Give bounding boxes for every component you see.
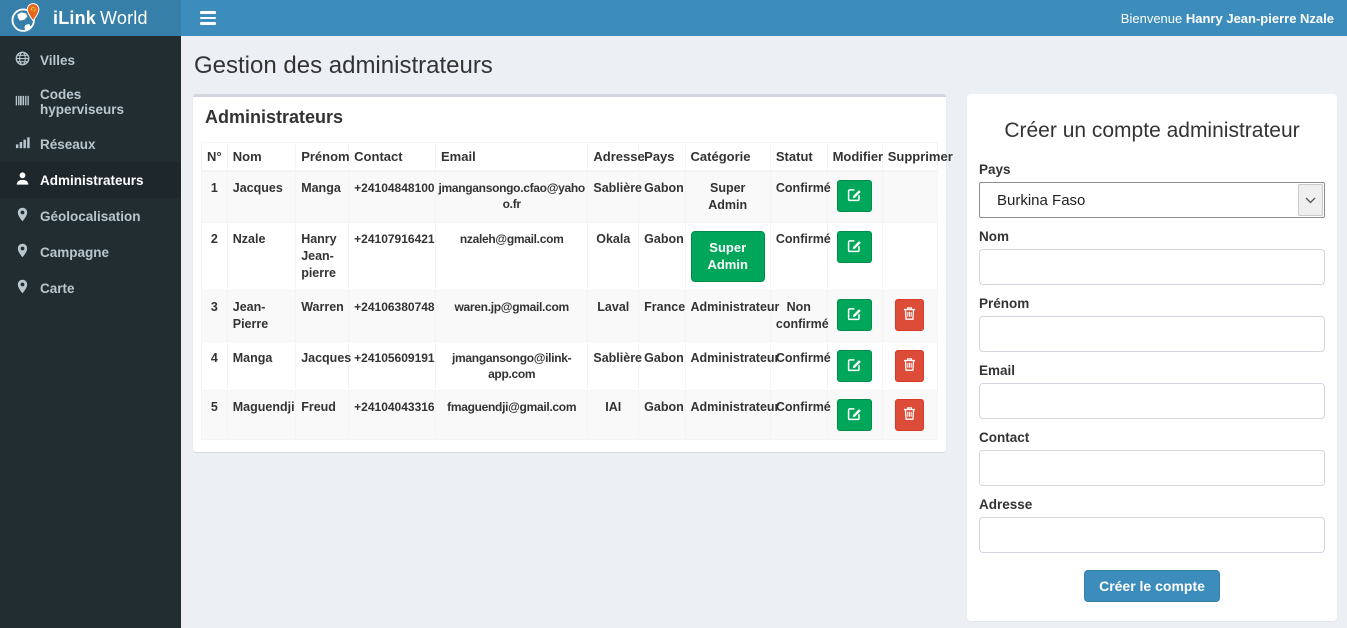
create-account-button[interactable]: Créer le compte (1084, 570, 1220, 602)
table-row: 4 Manga Jacques +24105609191 jmangansong… (201, 340, 939, 391)
col-header-supprimer: Supprimer (881, 142, 953, 172)
nom-field[interactable] (979, 249, 1325, 285)
delete-button[interactable] (895, 398, 925, 431)
contact-label: Contact (979, 430, 1030, 445)
pays-select[interactable]: Burkina Faso (979, 182, 1325, 218)
map-marker-icon (15, 279, 30, 297)
app-logo[interactable]: iLink World (0, 0, 181, 36)
welcome-label: Bienvenue (1120, 10, 1183, 26)
col-header-email: Email (435, 142, 589, 172)
user-icon (15, 171, 30, 189)
globe-icon (15, 51, 30, 69)
administrators-table: N° Nom Prénom Contact Email Adresse Pays… (201, 142, 953, 440)
create-admin-form: Créer un compte administrateur Pays Burk… (967, 94, 1337, 621)
map-marker-icon (15, 207, 30, 225)
prenom-label: Prénom (979, 296, 1030, 311)
adresse-label: Adresse (979, 497, 1033, 512)
main-content: Gestion des administrateurs Administrate… (181, 36, 1347, 628)
top-bar: iLink World Bienvenue Hanry Jean-pierre N… (0, 0, 1347, 36)
contact-field[interactable] (979, 450, 1325, 486)
table-header-row: N° Nom Prénom Contact Email Adresse Pays… (201, 142, 953, 172)
col-header-statut: Statut (769, 142, 828, 172)
navbar: Bienvenue Hanry Jean-pierre Nzale (181, 0, 1347, 36)
edit-button[interactable] (837, 230, 873, 263)
col-header-categorie: Catégorie (684, 142, 771, 172)
pencil-square-icon (847, 406, 862, 424)
trash-icon (903, 306, 916, 324)
col-header-num: N° (201, 142, 228, 172)
panel-title: Administrateurs (205, 107, 344, 127)
administrators-panel: Administrateurs N° Nom Prénom Contact (193, 94, 953, 452)
sidebar-item-label: Administrateurs (40, 172, 144, 188)
current-user-name: Hanry Jean-pierre Nzale (1185, 10, 1334, 26)
sidebar-toggle-button[interactable] (194, 5, 224, 31)
table-row: 5 Maguendji Freud +24104043316 fmaguendj… (201, 389, 939, 440)
pencil-square-icon (847, 357, 862, 375)
col-header-adresse: Adresse (587, 142, 645, 172)
signal-bars-icon (15, 135, 30, 153)
email-label: Email (979, 363, 1016, 378)
form-title: Créer un compte administrateur (1004, 119, 1300, 142)
table-row: 3 Jean-Pierre Warren +24106380748 waren.… (201, 289, 939, 342)
pencil-square-icon (847, 238, 862, 256)
sidebar-item-administrateurs[interactable]: Administrateurs (0, 162, 181, 198)
sidebar-item-campagne[interactable]: Campagne (0, 234, 181, 270)
brand-title: iLink World (53, 7, 148, 28)
edit-button[interactable] (837, 349, 873, 382)
table-row: 2 Nzale Hanry Jean-pierre +24107916421 n… (201, 221, 939, 291)
adresse-field[interactable] (979, 517, 1325, 553)
sidebar-item-label: Codes hyperviseurs (40, 87, 125, 117)
col-header-nom: Nom (226, 142, 297, 172)
prenom-field[interactable] (979, 316, 1325, 352)
sidebar-item-geolocalisation[interactable]: Géolocalisation (0, 198, 181, 234)
sidebar-item-label: Carte (40, 280, 75, 296)
edit-button[interactable] (837, 298, 873, 331)
edit-button[interactable] (837, 180, 873, 212)
sidebar-item-label: Géolocalisation (40, 208, 141, 224)
page-title: Gestion des administrateurs (194, 52, 493, 79)
edit-button[interactable] (837, 398, 873, 431)
pencil-square-icon (847, 187, 862, 205)
col-header-modifier: Modifier (826, 142, 883, 172)
barcode-icon (15, 93, 30, 111)
col-header-prenom: Prénom (295, 142, 350, 172)
sidebar-item-label: Réseaux (40, 136, 96, 152)
table-row: 1 Jacques Manga +24104848100 jmangansong… (201, 170, 939, 223)
sidebar-item-reseaux[interactable]: Réseaux (0, 126, 181, 162)
map-marker-icon (15, 243, 30, 261)
nom-label: Nom (979, 229, 1009, 244)
trash-icon (903, 357, 916, 375)
delete-button[interactable] (895, 349, 925, 382)
trash-icon (903, 406, 916, 424)
sidebar-item-carte[interactable]: Carte (0, 270, 181, 306)
pencil-square-icon (847, 306, 862, 324)
pays-select-value: Burkina Faso (997, 191, 1086, 209)
sidebar-item-label: Villes (40, 52, 76, 68)
sidebar-item-codes-hyperviseurs[interactable]: Codes hyperviseurs (0, 78, 181, 126)
globe-pin-logo-icon (10, 2, 43, 35)
user-menu[interactable]: Bienvenue Hanry Jean-pierre Nzale (1121, 11, 1334, 26)
chevron-down-icon (1298, 184, 1323, 216)
email-field[interactable] (979, 383, 1325, 419)
delete-button[interactable] (895, 298, 925, 331)
pays-label: Pays (979, 162, 1011, 177)
super-admin-badge-button[interactable]: Super Admin (690, 230, 765, 282)
sidebar: Villes Codes hyperviseurs Réseaux Admini… (0, 36, 181, 628)
col-header-pays: Pays (638, 142, 686, 172)
sidebar-item-label: Campagne (40, 244, 110, 260)
col-header-contact: Contact (348, 142, 437, 172)
sidebar-item-villes[interactable]: Villes (0, 42, 181, 78)
